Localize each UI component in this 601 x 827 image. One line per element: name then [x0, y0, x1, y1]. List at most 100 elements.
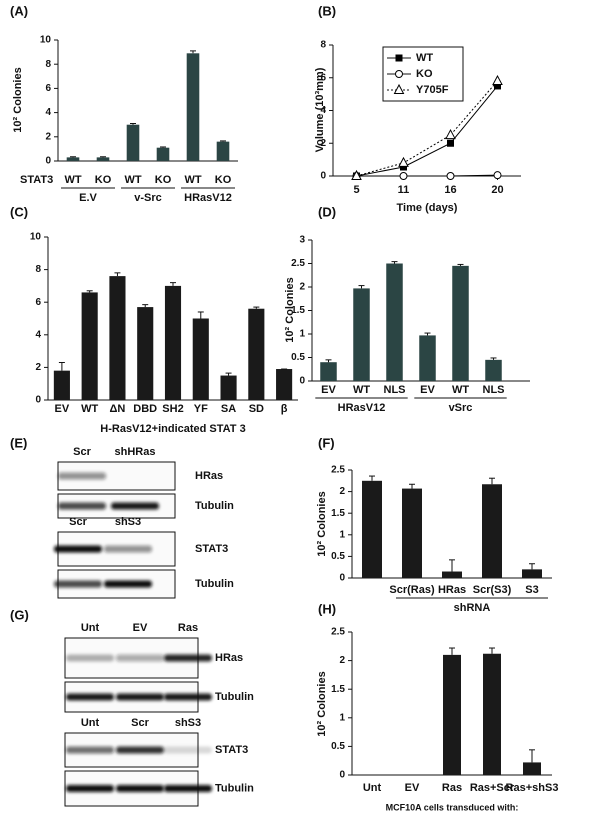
- x-tick-label: 16: [444, 184, 456, 196]
- blot-row-label: Tubulin: [195, 500, 234, 512]
- bar: [186, 53, 200, 162]
- x-tick-label: NLS: [483, 384, 505, 396]
- bar: [53, 370, 70, 400]
- y-tick-label: 2: [339, 486, 345, 497]
- x-tick-label: EV: [405, 782, 420, 794]
- marker: [400, 163, 407, 171]
- x-tick-label: Scr(S3): [473, 584, 512, 596]
- y-axis-label: 10² Colonies: [12, 67, 24, 132]
- legend-label: Y705F: [416, 84, 449, 96]
- panel-label: (F): [318, 435, 335, 450]
- y-tick-label: 6: [35, 297, 41, 308]
- bar: [523, 762, 541, 775]
- y-tick-label: 8: [35, 264, 41, 275]
- blot-row-label: STAT3: [215, 744, 248, 756]
- blot-row-label: Tubulin: [215, 782, 254, 794]
- marker: [399, 172, 408, 180]
- bar: [419, 335, 436, 381]
- blot-band: [66, 693, 114, 701]
- y-tick-label: 4: [35, 329, 41, 340]
- x-tick-label: KO: [95, 174, 112, 186]
- group-label: shRNA: [454, 602, 491, 614]
- x-tick-label: WT: [184, 174, 201, 186]
- y-tick-label: 0: [299, 376, 305, 387]
- bar: [362, 480, 382, 578]
- y-tick-label: 0: [339, 573, 345, 584]
- marker: [398, 156, 409, 167]
- x-tick-label: 11: [398, 184, 410, 196]
- y-tick-label: 0: [45, 156, 51, 167]
- blot-band: [104, 545, 152, 553]
- group-label: HRasV12: [184, 192, 232, 204]
- blot-row-label: HRas: [195, 470, 223, 482]
- blot-band: [164, 654, 212, 662]
- bar: [156, 147, 170, 161]
- bar: [216, 141, 230, 161]
- x-tick-label: YF: [194, 403, 208, 415]
- x-axis-label: H-RasV12+indicated STAT 3: [100, 423, 245, 435]
- y-tick-label: 2.5: [331, 627, 345, 638]
- y-tick-label: 1.5: [331, 508, 345, 519]
- x-tick-label: SH2: [162, 403, 183, 415]
- y-tick-label: 8: [320, 40, 326, 51]
- x-tick-label: SA: [221, 403, 236, 415]
- group-label: v-Src: [134, 192, 162, 204]
- marker: [494, 82, 501, 90]
- bar: [452, 265, 469, 381]
- x-tick-label: Ras+shS3: [506, 782, 559, 794]
- bar: [276, 369, 293, 400]
- blot-band: [58, 502, 106, 510]
- bar: [443, 654, 461, 775]
- y-tick-label: 4: [45, 107, 51, 118]
- y-axis-label: 10² Colonies: [316, 671, 328, 736]
- y-tick-label: 10: [40, 35, 52, 46]
- bar: [192, 318, 209, 400]
- legend-label: KO: [416, 68, 433, 80]
- x-tick-label: Ras: [442, 782, 462, 794]
- blot-band: [54, 545, 102, 553]
- legend-label: WT: [416, 52, 433, 64]
- marker: [351, 169, 362, 180]
- bar: [482, 484, 502, 578]
- blot-row-label: Tubulin: [195, 578, 234, 590]
- y-tick-label: 4: [320, 105, 326, 116]
- blot-band: [116, 693, 164, 701]
- y-tick-label: 3: [299, 235, 305, 246]
- x-tick-label: WT: [81, 403, 98, 415]
- marker: [395, 54, 403, 62]
- bar: [220, 375, 237, 400]
- lane-label: Scr: [69, 516, 87, 528]
- blot-band: [111, 502, 159, 510]
- row-label: STAT3: [20, 174, 53, 186]
- blot-row-label: Tubulin: [215, 691, 254, 703]
- series-line: [356, 80, 498, 177]
- x-tick-label: EV: [321, 384, 336, 396]
- panel-label: (B): [318, 3, 336, 18]
- x-tick-label: DBD: [133, 403, 157, 415]
- x-tick-label: WT: [353, 384, 370, 396]
- bar: [320, 362, 337, 381]
- x-tick-label: EV: [420, 384, 435, 396]
- x-tick-label: WT: [452, 384, 469, 396]
- y-tick-label: 1: [339, 529, 345, 540]
- bar: [164, 285, 182, 400]
- x-axis-label: Time (days): [397, 202, 458, 214]
- panel-label: (E): [10, 435, 27, 450]
- x-tick-label: 20: [491, 184, 503, 196]
- panel-label: (C): [10, 204, 28, 219]
- marker: [493, 171, 502, 180]
- blot-band: [66, 746, 114, 754]
- blot-band: [116, 785, 164, 792]
- y-tick-label: 1.5: [331, 684, 345, 695]
- y-tick-label: 6: [320, 72, 326, 83]
- bar: [137, 307, 154, 400]
- blot-band: [116, 746, 164, 754]
- group-label: HRasV12: [338, 402, 386, 414]
- blot-band: [66, 654, 114, 662]
- group-label: E.V: [79, 192, 97, 204]
- x-tick-label: HRas: [438, 584, 466, 596]
- y-tick-label: 6: [45, 83, 51, 94]
- y-tick-label: 0.5: [291, 352, 305, 363]
- bar: [386, 263, 403, 381]
- marker: [446, 172, 455, 180]
